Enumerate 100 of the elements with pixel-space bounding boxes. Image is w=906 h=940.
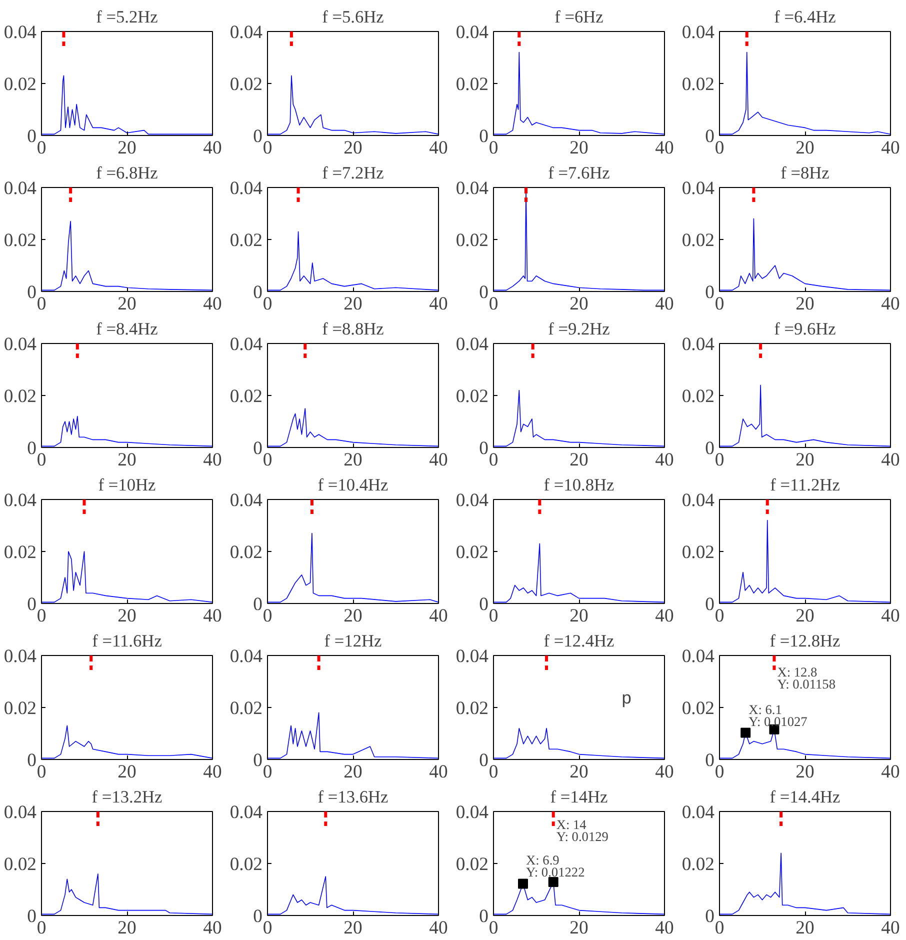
y-tick-label: 0.02 [682,386,715,407]
x-tick-label: 20 [118,294,136,314]
y-tick-label: 0.02 [682,854,715,875]
chart-title: f =14.4Hz [770,788,841,806]
chart-title: f =12.8Hz [770,632,841,650]
y-tick-label: 0.02 [230,230,263,251]
y-tick-label: 0.04 [4,490,38,511]
x-tick-label: 20 [570,762,588,782]
y-tick-label: 0.04 [682,178,716,199]
chart-title: f =8.4Hz [96,320,158,338]
chart-title: f =6Hz [554,8,604,26]
y-tick-label: 0.02 [230,698,263,719]
y-tick-label: 0.04 [4,178,38,199]
x-tick-label: 40 [881,450,900,470]
y-tick-label: 0.04 [4,802,38,823]
y-tick-label: 0.04 [682,334,716,355]
x-tick-label: 20 [796,138,814,158]
y-tick-label: 0.02 [4,542,37,563]
x-tick-label: 40 [203,762,222,782]
annotation: X: 12.8 Y: 0.01158 [777,664,836,692]
y-tick-label: 0.02 [4,386,37,407]
x-tick-label: 40 [655,606,674,626]
y-tick-label: 0.02 [4,698,37,719]
y-tick-label: 0.02 [456,698,489,719]
y-tick-label: 0.04 [230,646,264,667]
y-tick-label: 0.02 [456,542,489,563]
x-tick-label: 40 [881,138,900,158]
y-tick-label: 0.04 [4,22,38,43]
chart-title: f =9.6Hz [774,320,836,338]
x-tick-label: 20 [796,762,814,782]
chart-title: f =8.8Hz [322,320,384,338]
y-tick-label: 0.02 [4,854,37,875]
x-tick-label: 20 [344,294,362,314]
x-tick-label: 40 [203,918,222,938]
y-tick-label: 0.04 [230,334,264,355]
y-tick-label: 0.02 [4,74,37,95]
x-tick-label: 40 [881,762,900,782]
x-tick-label: 20 [796,294,814,314]
chart-title: f =13.6Hz [318,788,389,806]
y-tick-label: 0.02 [682,74,715,95]
x-tick-label: 20 [344,606,362,626]
y-tick-label: 0.02 [682,230,715,251]
x-tick-label: 20 [570,294,588,314]
annotation: X: 6.9 Y: 0.01222 [526,852,585,880]
chart-title: f =10Hz [98,476,156,494]
y-tick-label: 0.02 [456,386,489,407]
y-tick-label: 0.04 [682,802,716,823]
y-tick-label: 0.04 [230,802,264,823]
y-tick-label: 0.04 [456,334,490,355]
x-tick-label: 40 [203,450,222,470]
y-tick-label: 0.02 [456,74,489,95]
y-tick-label: 0.02 [456,230,489,251]
x-tick-label: 20 [118,606,136,626]
x-tick-label: 20 [344,762,362,782]
x-tick-label: 20 [570,606,588,626]
annotation: X: 6.1 Y: 0.01027 [748,702,808,729]
y-tick-label: 0.02 [230,74,263,95]
x-tick-label: 20 [118,450,136,470]
chart-title: f =11.6Hz [92,632,162,650]
x-tick-label: 20 [344,138,362,158]
x-tick-label: 40 [429,918,448,938]
x-tick-label: 40 [655,294,674,314]
y-tick-label: 0.04 [456,490,490,511]
x-tick-label: 40 [655,918,674,938]
x-tick-label: 40 [655,138,674,158]
chart-title: f =6.4Hz [774,8,836,26]
x-tick-label: 20 [570,450,588,470]
x-tick-label: 40 [203,606,222,626]
chart-title: f =5.6Hz [322,8,384,26]
chart-title: f =10.8Hz [544,476,615,494]
chart-title: f =7.2Hz [322,164,384,182]
chart-title: f =14Hz [550,788,608,806]
annotation: X: 14 Y: 0.0129 [556,816,609,844]
x-tick-label: 40 [429,606,448,626]
y-tick-label: 0.04 [456,646,490,667]
chart-title: f =6.8Hz [96,164,158,182]
x-tick-label: 40 [655,762,674,782]
x-tick-label: 40 [429,450,448,470]
y-tick-label: 0.04 [456,802,490,823]
y-tick-label: 0.04 [230,22,264,43]
x-tick-label: 40 [881,918,900,938]
y-tick-label: 0.04 [456,22,490,43]
x-tick-label: 20 [344,450,362,470]
x-tick-label: 20 [118,918,136,938]
chart-title: f =7.6Hz [548,164,610,182]
chart-title: f =12.4Hz [544,632,615,650]
y-tick-label: 0.04 [230,490,264,511]
y-tick-label: 0.04 [682,22,716,43]
x-tick-label: 40 [429,138,448,158]
y-tick-label: 0.02 [682,698,715,719]
chart-title: f =12Hz [324,632,382,650]
chart-title: f =11.2Hz [770,476,840,494]
x-tick-label: 40 [655,450,674,470]
y-tick-label: 0.02 [682,542,715,563]
y-tick-label: 0.02 [230,386,263,407]
x-tick-label: 20 [796,918,814,938]
x-tick-label: 40 [203,138,222,158]
y-tick-label: 0.02 [4,230,37,251]
chart-title: f =13.2Hz [92,788,163,806]
y-tick-label: 0.04 [230,178,264,199]
